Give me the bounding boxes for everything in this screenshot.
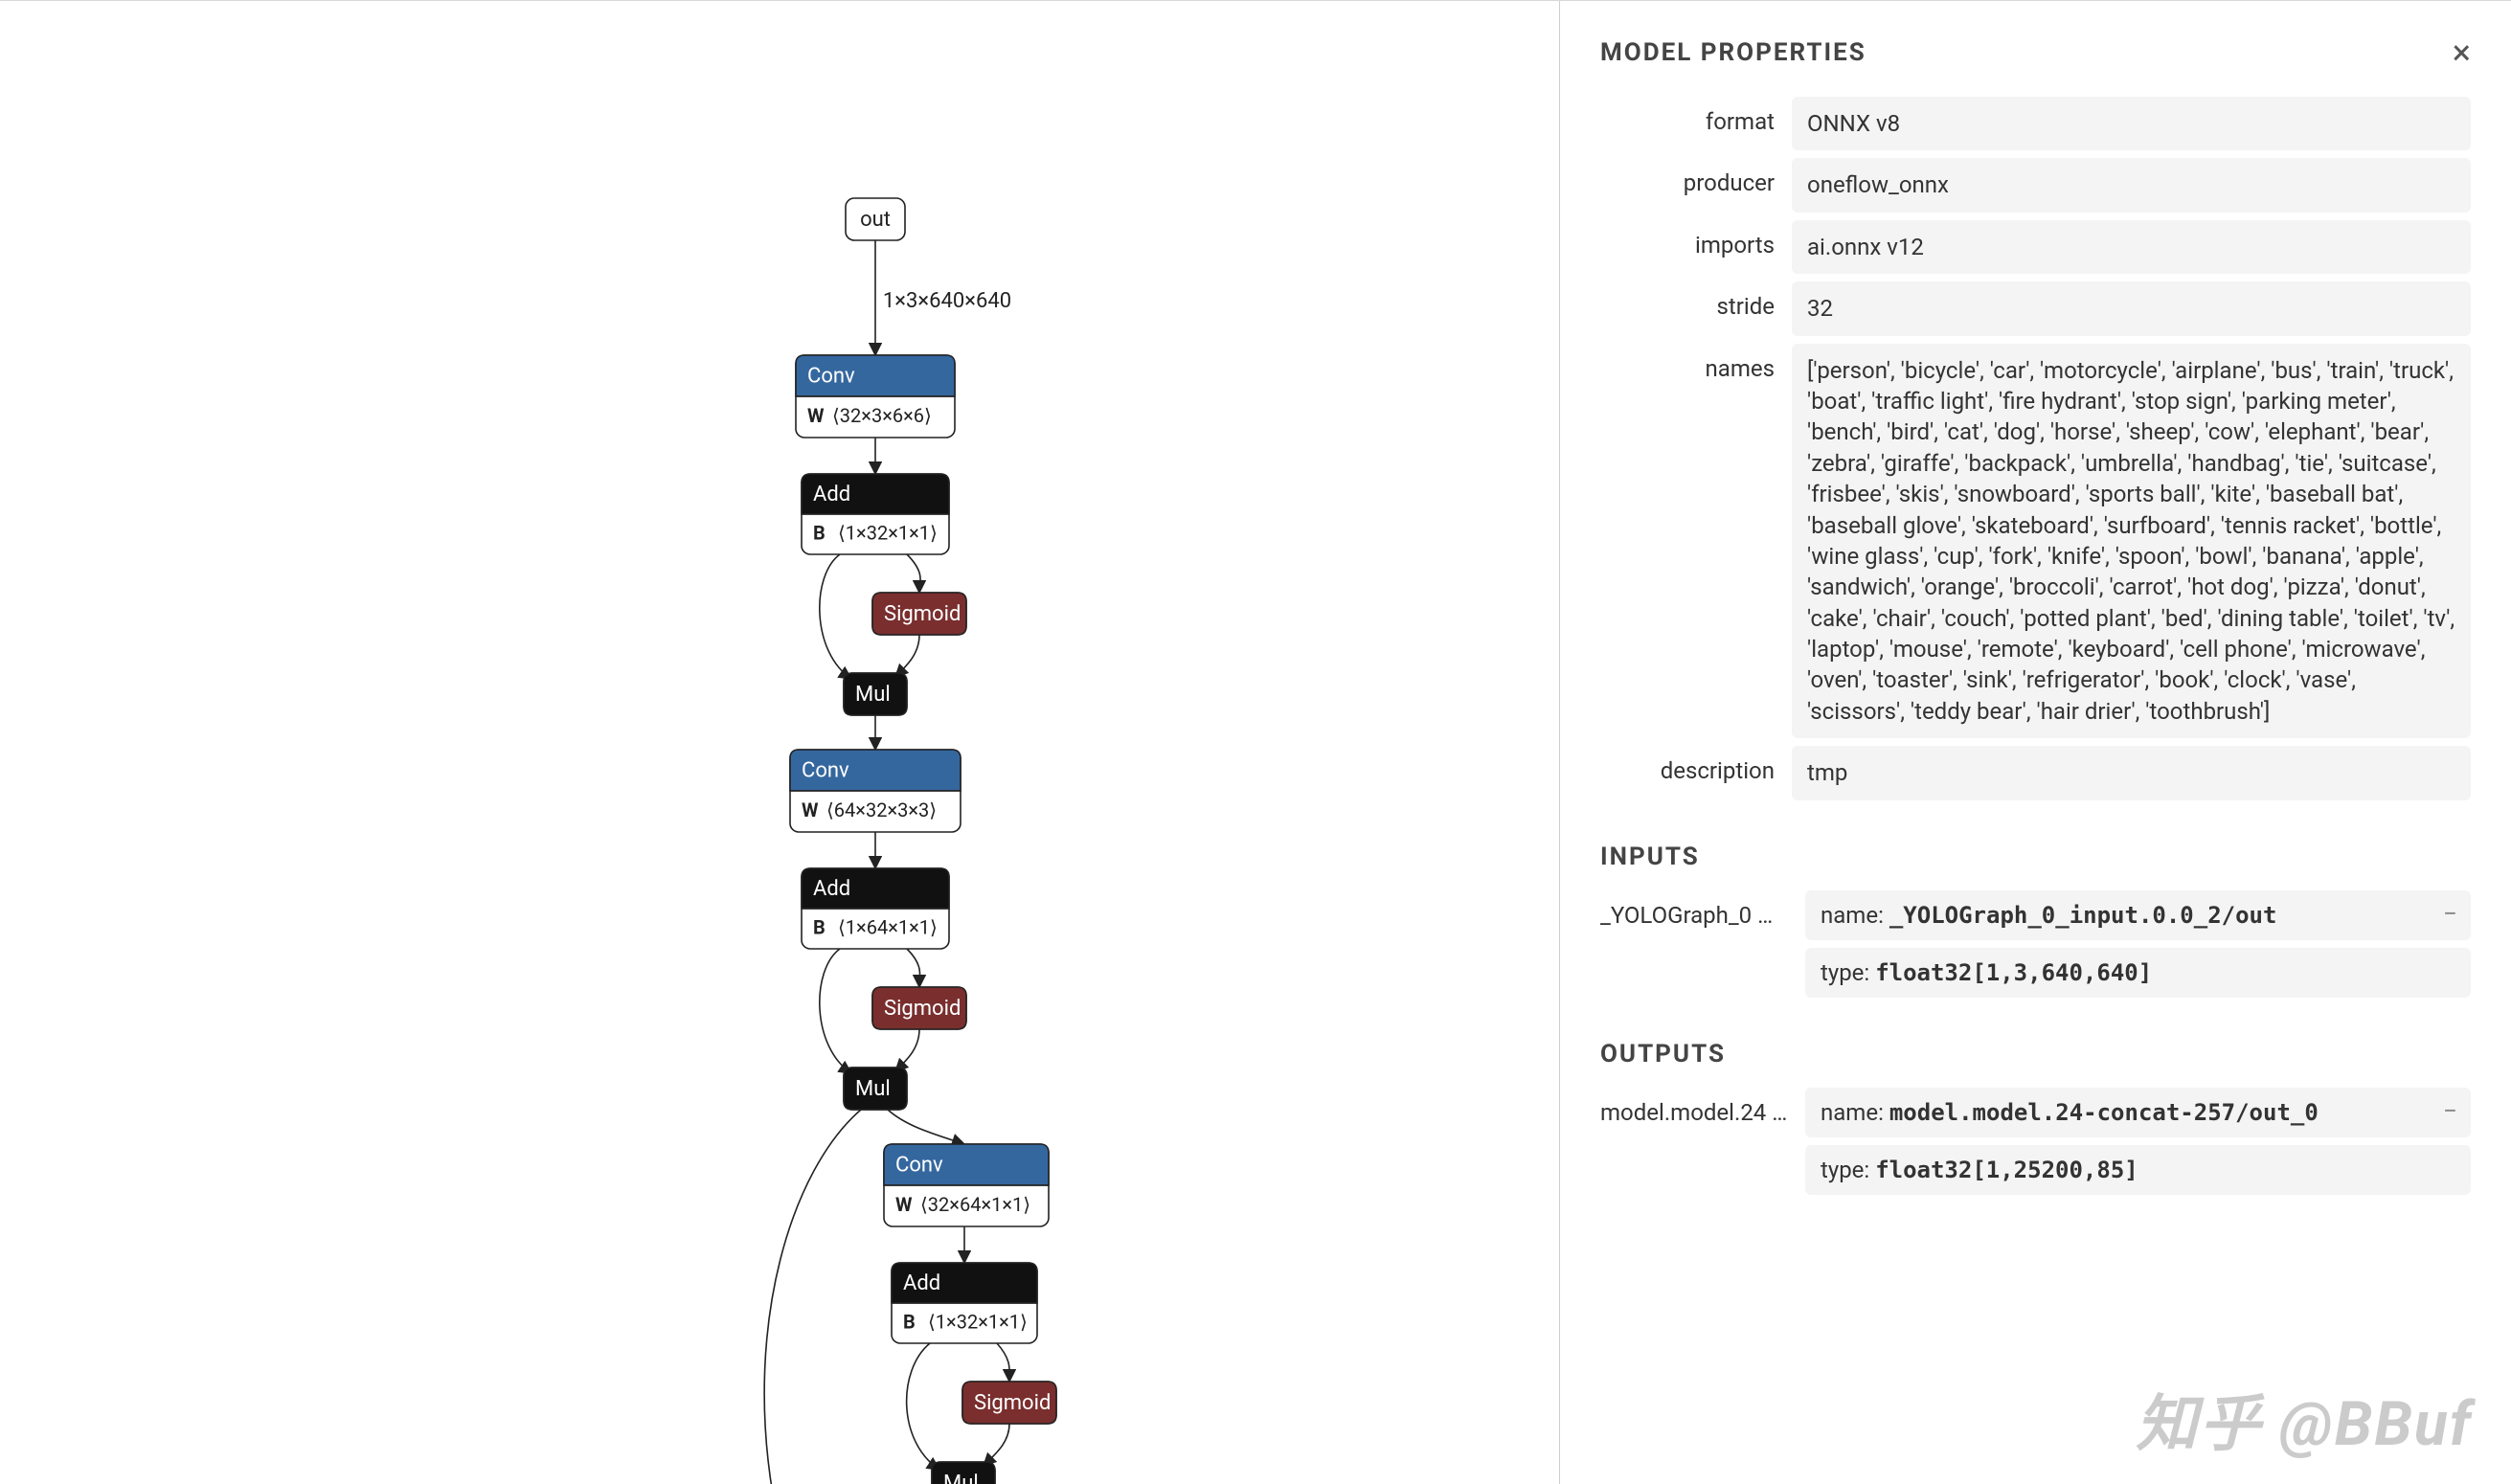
property-label: description [1600,746,1792,784]
graph-edge [820,554,851,679]
watermark-text: 知乎 @BBuf [2136,1375,2473,1463]
output-type-value[interactable]: type: float32[1,25200,85] [1805,1145,2471,1195]
graph-edge [984,1424,1009,1466]
graph-edge [907,554,920,593]
node-attr-value: ⟨32×3×6×6⟩ [832,404,932,427]
property-row: names['person', 'bicycle', 'car', 'motor… [1600,344,2471,739]
node-title: Sigmoid [974,1391,1051,1415]
model-graph[interactable]: 1×3×640×640 out Conv W ⟨32×3×6×6⟩ Add B ⟨1×32×1… [7,1,1552,1484]
property-row: formatONNX v8 [1600,97,2471,150]
input-label: _YOLOGraph_0 … [1600,890,1805,929]
node-title: Sigmoid [884,602,961,626]
output-name-value[interactable]: name: model.model.24-concat-257/out_0− [1805,1088,2471,1137]
inputs-list: _YOLOGraph_0 …name: _YOLOGraph_0_input.0… [1600,890,2471,998]
app-root: 1×3×640×640 out Conv W ⟨32×3×6×6⟩ Add B ⟨1×32×1… [0,0,2511,1484]
close-icon[interactable]: × [2453,35,2471,70]
graph-node-conv[interactable]: Conv W ⟨64×32×3×3⟩ [790,750,961,832]
property-value[interactable]: ai.onnx v12 [1792,220,2471,274]
graph-edge [888,1110,964,1144]
properties-list: formatONNX v8produceroneflow_onnximports… [1600,97,2471,800]
graph-node-sigmoid[interactable]: Sigmoid [872,593,966,635]
output-row: type: float32[1,25200,85] [1600,1145,2471,1195]
panel-header: MODEL PROPERTIES × [1600,35,2471,70]
graph-node-add[interactable]: Add B ⟨1×32×1×1⟩ [892,1263,1037,1343]
node-title: Mul [943,1472,979,1484]
input-row: _YOLOGraph_0 …name: _YOLOGraph_0_input.0… [1600,890,2471,940]
collapse-toggle-icon[interactable]: − [2443,900,2457,929]
input-type-value[interactable]: type: float32[1,3,640,640] [1805,948,2471,998]
node-title: Conv [802,758,849,782]
node-title: Add [813,483,850,506]
graph-node-mul[interactable]: Mul [932,1462,995,1484]
node-attr-value: ⟨32×64×1×1⟩ [920,1193,1030,1216]
input-name-value[interactable]: name: _YOLOGraph_0_input.0.0_2/out− [1805,890,2471,940]
property-label: stride [1600,281,1792,320]
panel-title: MODEL PROPERTIES [1600,38,1866,67]
node-attr-key: W [802,798,819,821]
property-row: descriptiontmp [1600,746,2471,799]
node-title: Add [903,1271,940,1295]
graph-node-add[interactable]: Add B ⟨1×64×1×1⟩ [802,868,949,949]
graph-scroll[interactable]: 1×3×640×640 out Conv W ⟨32×3×6×6⟩ Add B ⟨1×32×1… [0,1,1559,1484]
node-title: Conv [895,1153,943,1177]
graph-node-sigmoid[interactable]: Sigmoid [872,987,966,1029]
graph-node-add[interactable]: Add B ⟨1×32×1×1⟩ [802,474,949,554]
graph-edge [895,635,919,677]
graph-input-node[interactable]: out [846,198,905,240]
node-title: Mul [855,683,891,707]
property-value[interactable]: oneflow_onnx [1792,158,2471,212]
graph-edge [895,1029,919,1071]
property-label: names [1600,344,1792,382]
node-attr-value: ⟨1×32×1×1⟩ [838,521,938,544]
properties-panel: MODEL PROPERTIES × formatONNX v8producer… [1559,1,2511,1484]
graph-pane: 1×3×640×640 out Conv W ⟨32×3×6×6⟩ Add B ⟨1×32×1… [0,1,1559,1484]
graph-edge [764,1110,861,1484]
graph-node-conv[interactable]: Conv W ⟨32×64×1×1⟩ [884,1144,1049,1226]
graph-node-mul[interactable]: Mul [844,1068,907,1110]
outputs-list: model.model.24 …name: model.model.24-con… [1600,1088,2471,1195]
node-attr-key: W [807,404,825,427]
graph-edge [820,949,851,1073]
outputs-section-title: OUTPUTS [1600,1040,2471,1068]
node-title: Conv [807,364,855,388]
graph-node-mul[interactable]: Mul [844,673,907,715]
property-row: stride32 [1600,281,2471,335]
node-attr-value: ⟨64×32×3×3⟩ [826,798,937,821]
input-row: type: float32[1,3,640,640] [1600,948,2471,998]
node-title: Add [813,877,850,901]
graph-edge [907,1343,939,1470]
output-label: model.model.24 … [1600,1088,1805,1126]
graph-edge [997,1343,1009,1382]
node-attr-value: ⟨1×64×1×1⟩ [838,915,938,938]
property-value[interactable]: 32 [1792,281,2471,335]
output-row: model.model.24 …name: model.model.24-con… [1600,1088,2471,1137]
graph-edge [907,949,920,987]
spacer [1600,1145,1805,1157]
property-label: imports [1600,220,1792,259]
node-attr-value: ⟨1×32×1×1⟩ [928,1310,1028,1333]
property-value[interactable]: ONNX v8 [1792,97,2471,150]
collapse-toggle-icon[interactable]: − [2443,1097,2457,1126]
graph-node-conv[interactable]: Conv W ⟨32×3×6×6⟩ [796,355,955,438]
node-title: Mul [855,1077,891,1101]
node-attr-key: W [895,1193,913,1216]
edge-label: 1×3×640×640 [883,289,1011,313]
graph-node-sigmoid[interactable]: Sigmoid [962,1382,1056,1424]
property-label: producer [1600,158,1792,196]
property-row: produceroneflow_onnx [1600,158,2471,212]
node-attr-key: B [813,915,826,938]
node-label: out [860,208,891,232]
property-value[interactable]: tmp [1792,746,2471,799]
inputs-section-title: INPUTS [1600,843,2471,871]
node-attr-key: B [903,1310,916,1333]
node-title: Sigmoid [884,997,961,1021]
property-row: importsai.onnx v12 [1600,220,2471,274]
spacer [1600,948,1805,959]
node-attr-key: B [813,521,826,544]
property-value[interactable]: ['person', 'bicycle', 'car', 'motorcycle… [1792,344,2471,739]
property-label: format [1600,97,1792,135]
